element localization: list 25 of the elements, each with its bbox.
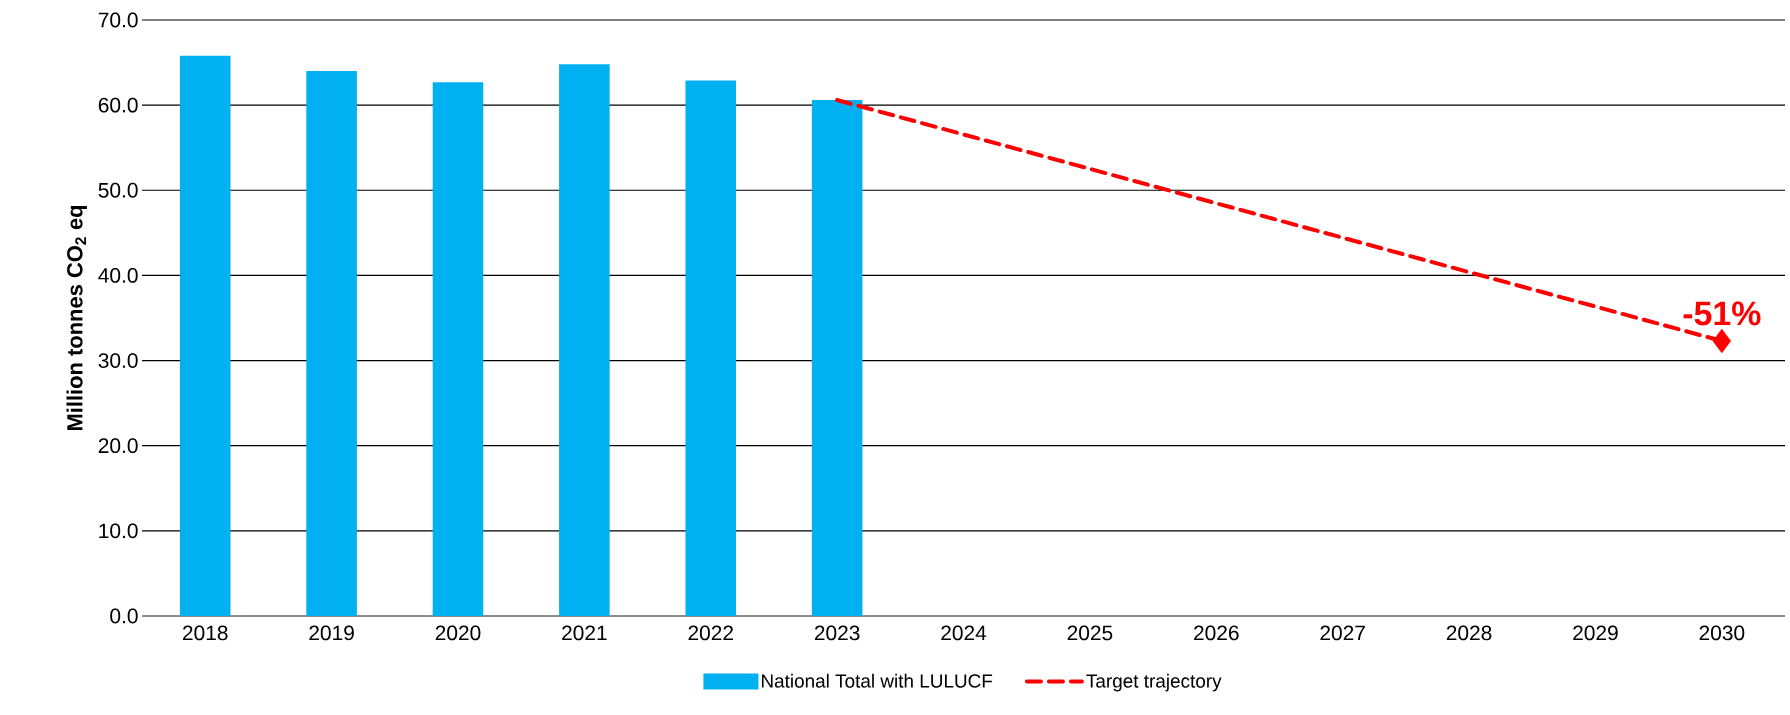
x-tick-label: 2028 xyxy=(1446,625,1492,641)
y-tick-label: 0.0 xyxy=(110,608,138,624)
x-tick-label: 2026 xyxy=(1194,625,1239,641)
y-tick-label: 40.0 xyxy=(98,268,138,283)
y-tick-label: 70.0 xyxy=(98,12,138,28)
y-tick-label: 50.0 xyxy=(98,182,138,198)
x-tick-label: 2029 xyxy=(1573,625,1618,641)
x-tick-label: 2021 xyxy=(562,625,607,641)
x-tick-label: 2020 xyxy=(435,625,481,641)
x-tick-label: 2019 xyxy=(309,625,354,641)
x-tick-label: 2025 xyxy=(1067,625,1113,641)
y-axis-title: Million tonnes CO$_{2}$ eq xyxy=(66,205,87,431)
x-tick-label: 2023 xyxy=(814,625,860,641)
x-tick-label: 2024 xyxy=(941,625,987,641)
x-tick-label: 2027 xyxy=(1320,625,1365,641)
y-tick-label: 20.0 xyxy=(98,438,138,454)
x-tick-label: 2018 xyxy=(182,625,228,641)
annotation: -51% xyxy=(1683,301,1761,326)
legend-label: National Total with LULUCF xyxy=(761,673,993,688)
y-tick-label: 10.0 xyxy=(99,523,138,539)
y-tick-label: 30.0 xyxy=(98,353,138,368)
legend-label: Target trajectory xyxy=(1086,673,1222,692)
y-tick-label: 60.0 xyxy=(98,97,138,113)
x-tick-label: 2022 xyxy=(688,625,733,641)
x-tick-label: 2030 xyxy=(1699,625,1745,641)
